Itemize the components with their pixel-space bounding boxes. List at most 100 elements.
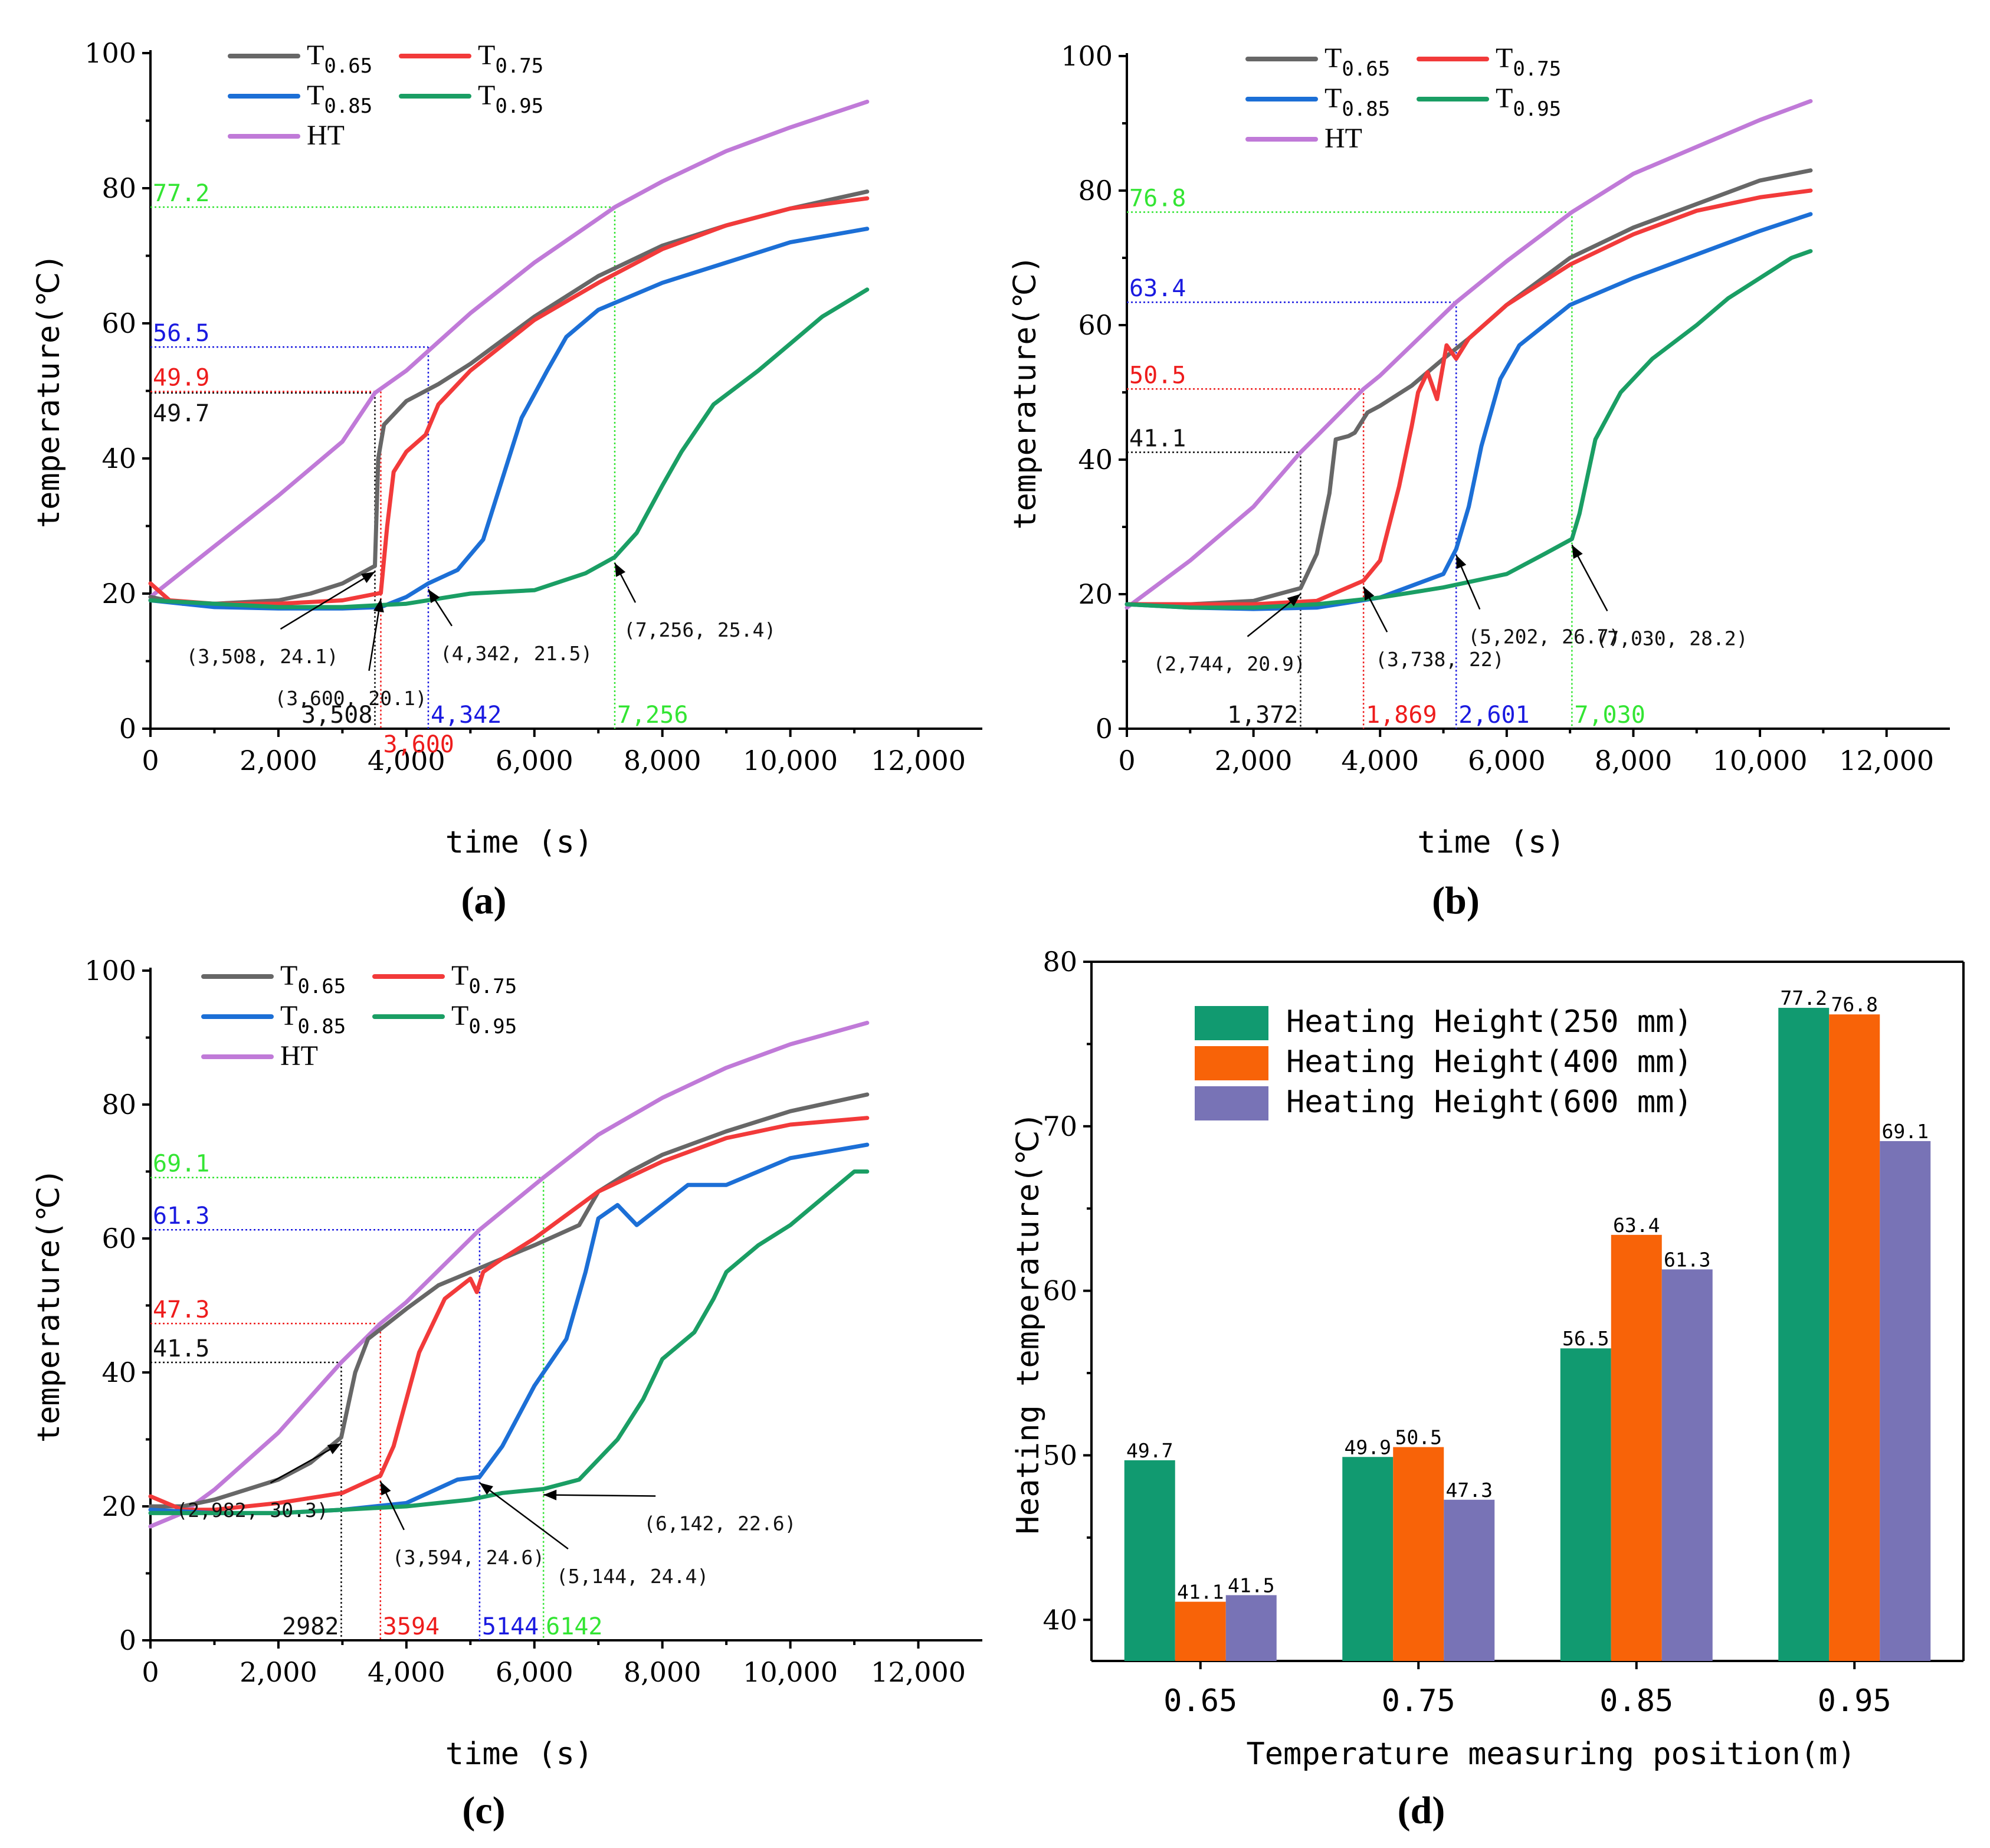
bar xyxy=(1393,1447,1444,1661)
legend-label-base: T xyxy=(280,1000,297,1031)
y-tick-label: 0 xyxy=(119,1624,136,1656)
annotation-arrow-head xyxy=(380,1481,391,1496)
legend-label-subscript: 0.75 xyxy=(1513,57,1561,81)
legend-label-base: T xyxy=(478,80,495,111)
legend-label-base: HT xyxy=(280,1040,318,1072)
x-tick-label: 6,000 xyxy=(1468,745,1546,776)
bar-value-label: 41.1 xyxy=(1177,1581,1224,1604)
panel-caption: (c) xyxy=(462,1789,505,1832)
legend-label-base: HT xyxy=(1325,123,1362,154)
annotation-arrow-head xyxy=(1287,594,1301,607)
panel-d: 40 50 60 70 80 0.65 49.7 41.1 41.5 0.75 49.9 50.5 47… xyxy=(997,915,1990,1848)
legend-label-base: T xyxy=(1325,83,1342,114)
legend-label-subscript: 0.65 xyxy=(1342,57,1390,81)
annotation-arrow-line xyxy=(543,1494,656,1497)
reference-y-value: 50.5 xyxy=(1129,362,1186,389)
reference-x-value: 3,508 xyxy=(301,702,372,729)
x-tick-label: 6,000 xyxy=(496,745,573,776)
x-tick-label: 8,000 xyxy=(624,1656,701,1688)
reference-x-value: 7,256 xyxy=(617,702,688,729)
series-line-T075 xyxy=(148,196,870,606)
bar-value-label: 63.4 xyxy=(1613,1214,1660,1237)
legend-label-T075: T0.75 xyxy=(451,960,517,998)
series-line-T085 xyxy=(1125,212,1813,611)
reference-y-value: 69.1 xyxy=(153,1151,209,1178)
legend-label-subscript: 0.85 xyxy=(1342,97,1390,121)
reference-y-value: 76.8 xyxy=(1129,185,1186,212)
line-chart-a: 0 2,000 4,000 6,000 8,000 10,000 12,000 0 20 40 60… xyxy=(31,37,982,922)
annotation-arrow-head xyxy=(361,572,375,584)
legend-label-base: T xyxy=(1325,42,1342,74)
bar-chart-d: 40 50 60 70 80 0.65 49.7 41.1 41.5 0.75 49.9 50.5 47… xyxy=(1011,946,1965,1832)
bar-value-label: 56.5 xyxy=(1562,1327,1609,1350)
series-line-HT xyxy=(1125,99,1813,610)
legend-label-T075: T0.75 xyxy=(478,40,543,78)
line-chart-b: 0 2,000 4,000 6,000 8,000 10,000 12,000 0 20 40 60… xyxy=(1008,40,1950,922)
y-axis-title: Heating temperature(℃) xyxy=(1011,1112,1046,1535)
bar-value-label: 50.5 xyxy=(1395,1426,1442,1449)
legend-label-T065: T0.65 xyxy=(280,960,346,998)
y-tick-label: 20 xyxy=(101,578,136,610)
reference-y-value: 49.7 xyxy=(153,400,209,427)
legend-swatch xyxy=(1195,1046,1268,1080)
panel-caption: (a) xyxy=(461,879,507,922)
legend-label: Heating Height(400 mm) xyxy=(1286,1044,1693,1080)
annotation-label: (3,508, 24.1) xyxy=(186,645,338,668)
series-line-HT xyxy=(148,1021,870,1529)
y-tick-label: 0 xyxy=(119,713,136,745)
y-tick-label: 40 xyxy=(1078,444,1113,476)
y-tick-label: 40 xyxy=(101,443,136,474)
line-chart-c: 0 2,000 4,000 6,000 8,000 10,000 12,000 0 20 40 60… xyxy=(31,955,982,1832)
series-line-T075 xyxy=(1125,188,1813,607)
y-tick-label: 80 xyxy=(101,1089,136,1120)
series-line-T095 xyxy=(1125,249,1813,610)
x-axis-title: Temperature measuring position(m) xyxy=(1246,1736,1855,1772)
bar xyxy=(1342,1457,1394,1661)
y-tick-label: 100 xyxy=(84,955,136,987)
legend-label-subscript: 0.95 xyxy=(1513,97,1561,121)
y-tick-label: 100 xyxy=(84,37,136,69)
legend-label-T085: T0.85 xyxy=(280,1000,346,1038)
panel-caption: (b) xyxy=(1432,879,1480,922)
legend-label: Heating Height(250 mm) xyxy=(1286,1004,1693,1040)
y-tick-label: 80 xyxy=(101,172,136,204)
x-axis-title: time (s) xyxy=(1417,825,1565,860)
x-tick-label: 8,000 xyxy=(1595,745,1673,776)
panel-c: 0 2,000 4,000 6,000 8,000 10,000 12,000 0 20 40 60… xyxy=(0,915,997,1848)
legend-label-subscript: 0.65 xyxy=(324,54,372,78)
legend-label-base: T xyxy=(307,80,324,111)
bar-value-label: 77.2 xyxy=(1781,987,1827,1010)
bar-value-label: 69.1 xyxy=(1882,1120,1929,1143)
y-tick-label: 60 xyxy=(1042,1275,1077,1307)
series-line-T095 xyxy=(148,287,870,610)
y-axis-title: temperature(℃) xyxy=(31,254,67,528)
annotation-label: (5,202, 26.7) xyxy=(1468,625,1620,648)
x-tick-label: 0 xyxy=(142,745,159,776)
legend-label-HT: HT xyxy=(280,1040,318,1072)
reference-x-value: 2982 xyxy=(282,1613,339,1640)
annotation-arrow-line xyxy=(479,1482,569,1550)
annotation-arrow-head xyxy=(327,1443,342,1454)
x-tick-label: 10,000 xyxy=(743,1656,838,1688)
series-line-T085 xyxy=(148,227,870,611)
bar-value-label: 49.7 xyxy=(1126,1439,1173,1462)
bar-value-label: 76.8 xyxy=(1831,993,1878,1016)
series-line-T065 xyxy=(1125,168,1813,607)
series-line-T065 xyxy=(148,189,870,606)
y-tick-label: 80 xyxy=(1042,946,1077,978)
legend-label-subscript: 0.85 xyxy=(297,1015,346,1038)
legend-label-subscript: 0.65 xyxy=(297,975,346,998)
annotation-label: (5,144, 24.4) xyxy=(556,1565,709,1588)
reference-x-value: 1,372 xyxy=(1227,702,1298,729)
annotation-label: (6,142, 22.6) xyxy=(644,1512,796,1535)
bar xyxy=(1560,1348,1611,1661)
reference-y-value: 61.3 xyxy=(153,1202,209,1230)
x-tick-label: 12,000 xyxy=(871,1656,966,1688)
bar-value-label: 49.9 xyxy=(1345,1436,1391,1459)
x-tick-label: 0.75 xyxy=(1382,1683,1455,1719)
series-line-HT xyxy=(148,99,870,599)
annotation-label: (3,738, 22) xyxy=(1375,648,1504,671)
reference-y-value: 41.5 xyxy=(153,1335,209,1362)
legend-label-base: HT xyxy=(307,120,345,151)
x-tick-label: 4,000 xyxy=(1341,745,1419,776)
